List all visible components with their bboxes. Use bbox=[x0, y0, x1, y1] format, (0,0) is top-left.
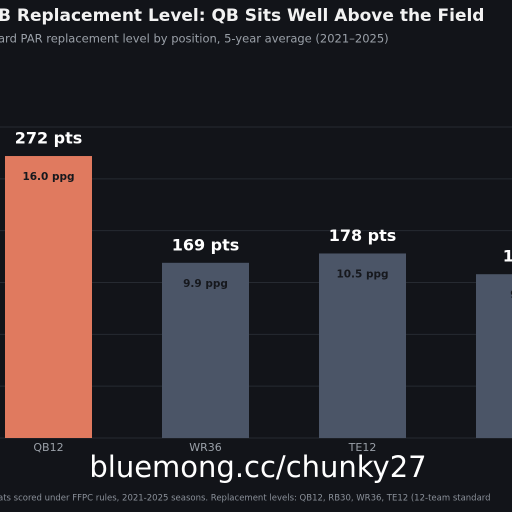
value-label: 169 pts bbox=[172, 235, 240, 254]
footnote: ats scored under FFPC rules, 2021-2025 s… bbox=[0, 494, 491, 504]
inner-label: 9.9 ppg bbox=[183, 278, 228, 290]
bar bbox=[5, 156, 92, 438]
watermark: bluemong.cc/chunky27 bbox=[89, 450, 426, 484]
value-label: 158 bbox=[503, 247, 512, 266]
bar bbox=[319, 253, 406, 438]
bar bbox=[162, 262, 249, 438]
x-tick-label: TE12 bbox=[348, 441, 377, 454]
x-tick-label: QB12 bbox=[33, 441, 63, 454]
chart-title: B Replacement Level: QB Sits Well Above … bbox=[0, 6, 484, 26]
value-label: 272 pts bbox=[15, 129, 83, 148]
x-tick-label: WR36 bbox=[189, 441, 222, 454]
inner-label: 16.0 ppg bbox=[22, 171, 74, 183]
inner-label: 9.3 bbox=[510, 289, 512, 301]
value-label: 178 pts bbox=[329, 226, 397, 245]
bar bbox=[476, 274, 512, 438]
inner-label: 10.5 ppg bbox=[336, 268, 388, 280]
chart-subtitle: ard PAR replacement level by position, 5… bbox=[0, 32, 389, 46]
